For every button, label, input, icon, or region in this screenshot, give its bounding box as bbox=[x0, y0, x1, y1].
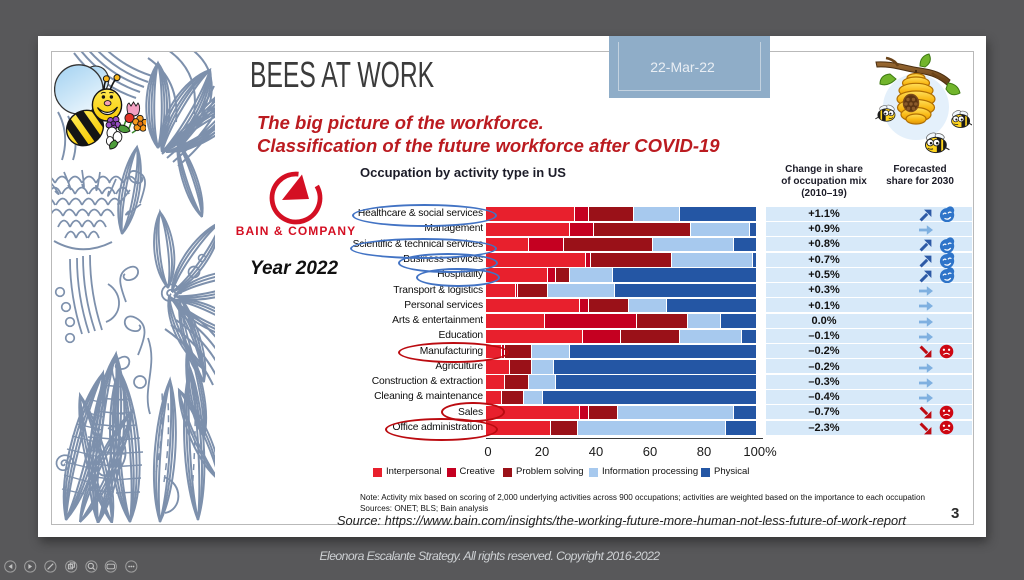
svg-text:BAIN & COMPANY: BAIN & COMPANY bbox=[236, 224, 357, 238]
